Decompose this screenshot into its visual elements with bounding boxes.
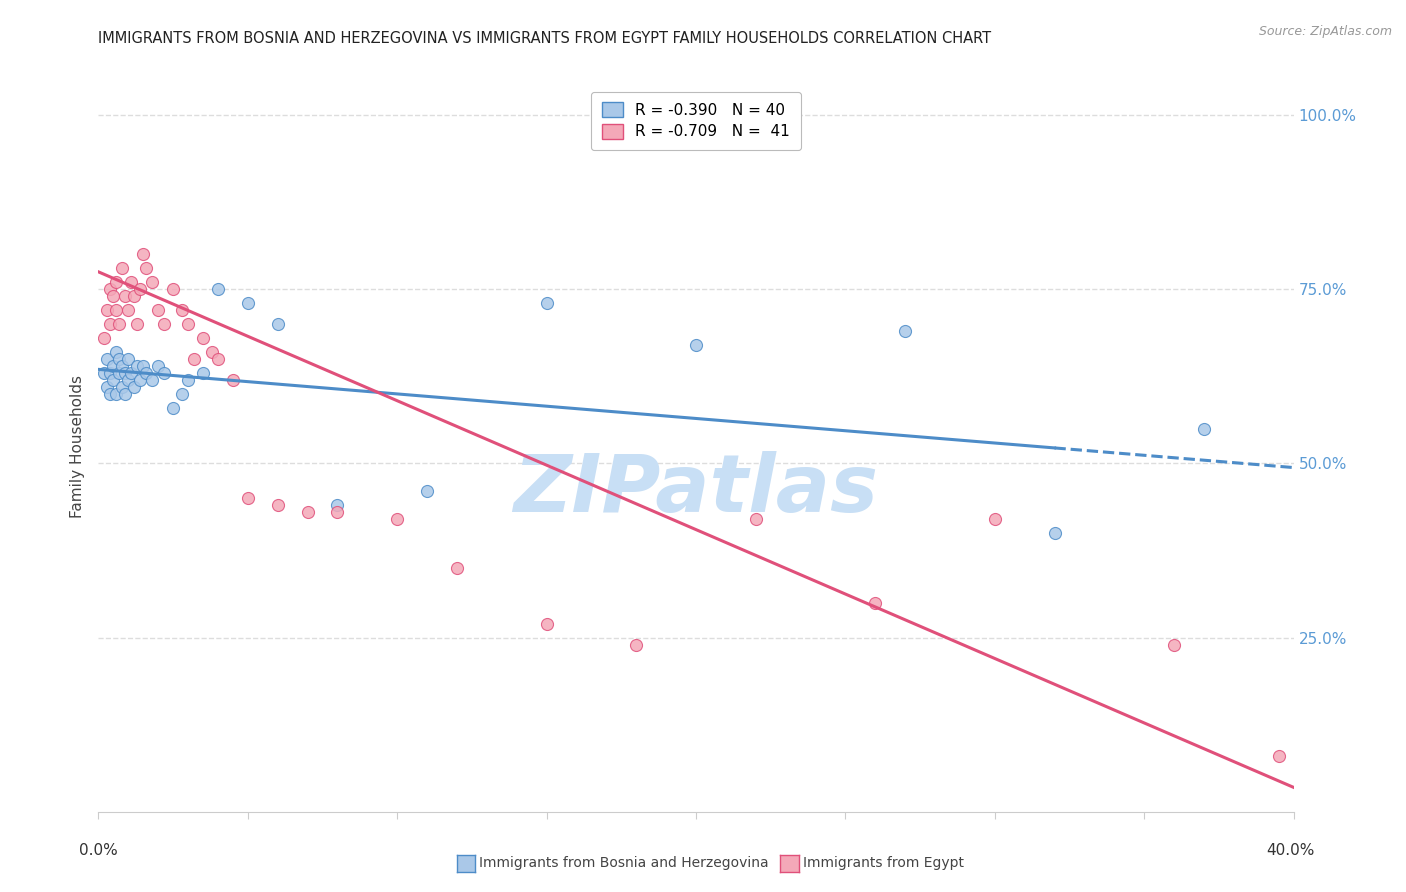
Point	[1043, 526, 1066, 541]
Point	[108, 317, 131, 331]
Point	[153, 317, 176, 331]
Point	[105, 345, 128, 359]
Point	[626, 638, 648, 652]
Point	[1163, 638, 1185, 652]
Text: ZIPatlas: ZIPatlas	[513, 450, 879, 529]
Point	[236, 491, 259, 506]
Text: 0.0%: 0.0%	[79, 843, 118, 858]
Point	[135, 261, 157, 276]
Point	[865, 596, 887, 610]
Point	[153, 366, 176, 380]
Point	[148, 303, 170, 318]
Point	[177, 317, 200, 331]
Point	[326, 505, 349, 519]
Point	[148, 359, 170, 373]
Point	[114, 386, 136, 401]
Point	[103, 289, 125, 303]
Point	[135, 366, 157, 380]
Point	[132, 359, 155, 373]
Point	[120, 275, 142, 289]
Point	[416, 484, 439, 499]
Point	[103, 359, 125, 373]
Point	[129, 282, 152, 296]
Point	[124, 380, 146, 394]
Point	[1192, 421, 1215, 435]
Point	[127, 359, 149, 373]
Point	[894, 324, 917, 338]
Point	[108, 366, 131, 380]
Point	[105, 386, 128, 401]
Point	[120, 366, 142, 380]
Point	[172, 303, 194, 318]
Point	[536, 616, 558, 631]
Point	[96, 380, 118, 394]
Y-axis label: Family Households: Family Households	[69, 375, 84, 517]
Point	[207, 282, 229, 296]
Point	[111, 359, 134, 373]
Text: Source: ZipAtlas.com: Source: ZipAtlas.com	[1258, 25, 1392, 38]
Point	[191, 366, 214, 380]
Text: Immigrants from Bosnia and Herzegovina: Immigrants from Bosnia and Herzegovina	[479, 856, 769, 871]
Point	[103, 373, 125, 387]
Point	[267, 317, 290, 331]
Point	[105, 275, 128, 289]
Point	[141, 275, 163, 289]
Point	[446, 561, 468, 575]
Point	[98, 386, 122, 401]
Point	[191, 331, 214, 345]
Point	[114, 289, 136, 303]
Text: 40.0%: 40.0%	[1267, 843, 1315, 858]
Text: IMMIGRANTS FROM BOSNIA AND HERZEGOVINA VS IMMIGRANTS FROM EGYPT FAMILY HOUSEHOLD: IMMIGRANTS FROM BOSNIA AND HERZEGOVINA V…	[98, 31, 991, 46]
Point	[127, 317, 149, 331]
Point	[98, 317, 122, 331]
Point	[117, 373, 139, 387]
Point	[114, 366, 136, 380]
Point	[1267, 749, 1289, 764]
Point	[111, 261, 134, 276]
Point	[98, 366, 122, 380]
Point	[117, 351, 139, 366]
Point	[536, 296, 558, 310]
Text: Immigrants from Egypt: Immigrants from Egypt	[803, 856, 965, 871]
Point	[172, 386, 194, 401]
Point	[93, 366, 115, 380]
Point	[117, 303, 139, 318]
Point	[183, 351, 205, 366]
Point	[222, 373, 245, 387]
Point	[98, 282, 122, 296]
Point	[111, 380, 134, 394]
Point	[236, 296, 259, 310]
Point	[129, 373, 152, 387]
Point	[177, 373, 200, 387]
Point	[141, 373, 163, 387]
Point	[96, 303, 118, 318]
Point	[132, 247, 155, 261]
Point	[93, 331, 115, 345]
Point	[108, 351, 131, 366]
Point	[124, 289, 146, 303]
Point	[326, 498, 349, 512]
Point	[745, 512, 768, 526]
Point	[162, 282, 184, 296]
Point	[96, 351, 118, 366]
Point	[162, 401, 184, 415]
Point	[201, 345, 224, 359]
Point	[385, 512, 409, 526]
Point	[207, 351, 229, 366]
Point	[297, 505, 319, 519]
Point	[267, 498, 290, 512]
Point	[984, 512, 1007, 526]
Point	[105, 303, 128, 318]
Point	[685, 338, 707, 352]
Legend: R = -0.390   N = 40, R = -0.709   N =  41: R = -0.390 N = 40, R = -0.709 N = 41	[591, 92, 801, 150]
